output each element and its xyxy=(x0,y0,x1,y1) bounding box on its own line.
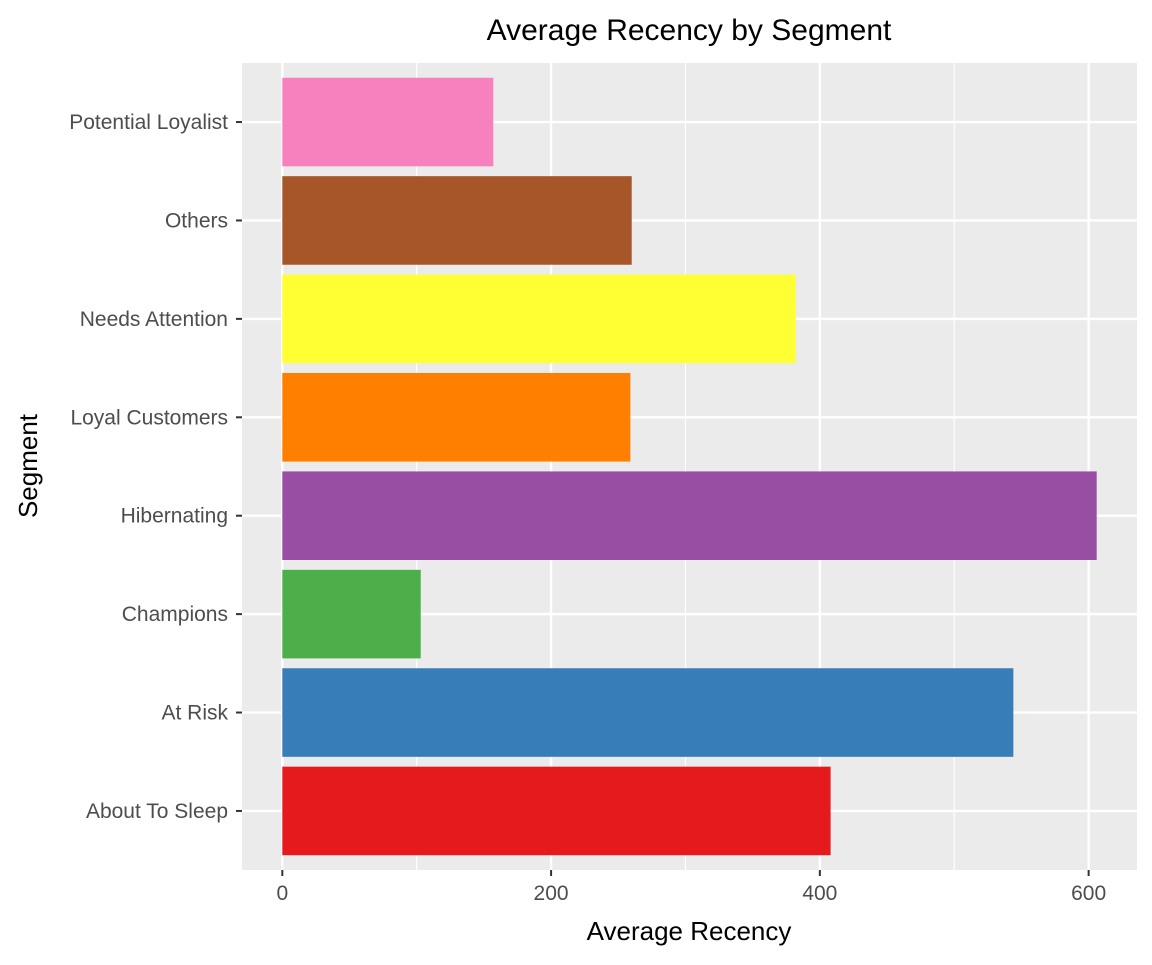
y-tick-label: Champions xyxy=(122,603,228,626)
y-tick-label: Potential Loyalist xyxy=(69,111,228,134)
x-tick-label: 600 xyxy=(1071,882,1106,905)
y-tick-label: About To Sleep xyxy=(86,800,228,823)
bar-about-to-sleep xyxy=(282,766,831,856)
bar-others xyxy=(282,176,632,265)
bar-needs-attention xyxy=(282,274,796,364)
x-axis-label: Average Recency xyxy=(587,916,792,946)
x-tick-label: 0 xyxy=(276,882,288,905)
bars xyxy=(282,77,1097,856)
x-tick-label: 200 xyxy=(534,882,569,905)
y-tick-label: Others xyxy=(165,209,228,232)
bar-hibernating xyxy=(282,471,1097,560)
y-axis-label: Segment xyxy=(13,413,43,518)
chart-title: Average Recency by Segment xyxy=(487,14,892,47)
y-axis: About To Sleep At Risk Champions Hibernatin… xyxy=(69,111,242,823)
y-tick-label: Loyal Customers xyxy=(70,406,228,429)
y-tick-label: Needs Attention xyxy=(80,308,228,331)
bar-loyal-customers xyxy=(282,373,631,462)
bar-champions xyxy=(282,569,421,659)
y-tick-label: At Risk xyxy=(161,702,228,725)
x-axis: 0 200 400 600 xyxy=(276,870,1106,905)
x-tick-label: 400 xyxy=(802,882,837,905)
y-tick-label: Hibernating xyxy=(121,505,228,528)
bar-at-risk xyxy=(282,668,1014,757)
bar-potential-loyalist xyxy=(282,77,494,167)
